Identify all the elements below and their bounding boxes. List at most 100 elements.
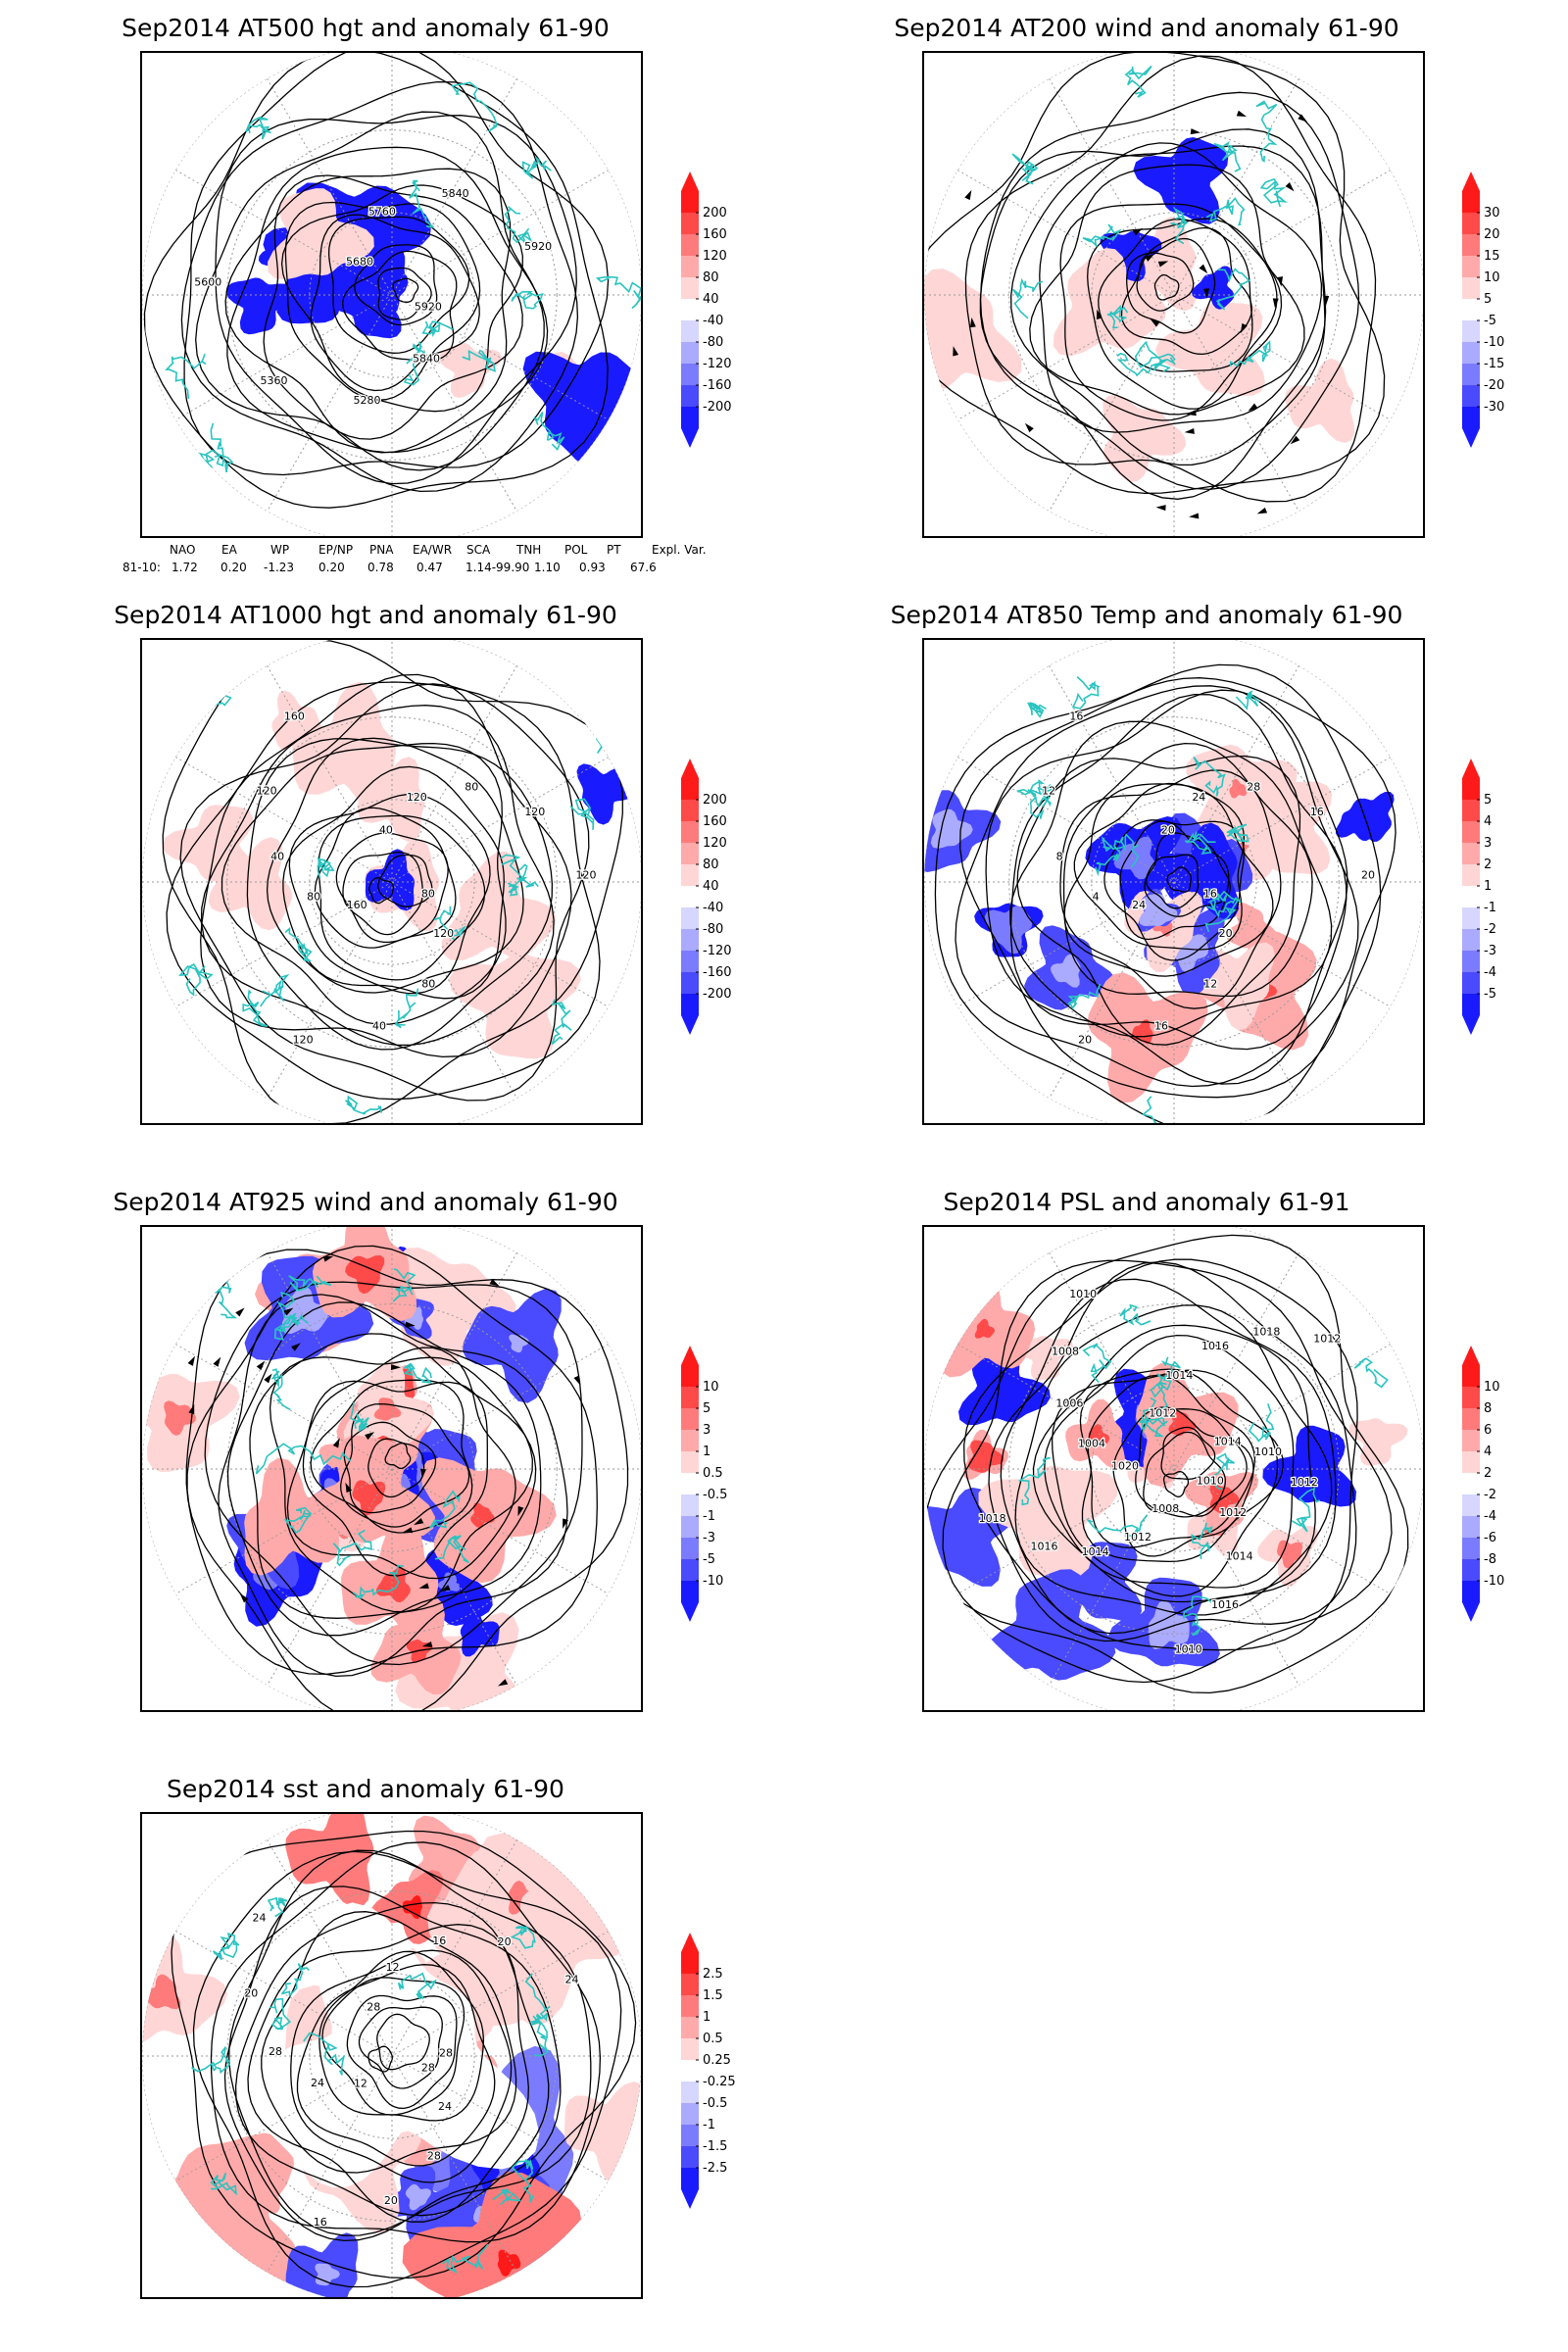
contour-line	[1160, 1426, 1216, 1480]
colorbar-bottom-arrow	[1462, 1602, 1480, 1622]
contour-line	[1119, 820, 1230, 941]
colorbar-tick-label: 15	[1484, 249, 1500, 264]
colorbar-tick-label: -0.5	[703, 1488, 727, 1502]
contour-label: 5360	[261, 374, 288, 387]
streamline	[368, 1438, 425, 1498]
index-value: 1.14-99.90	[466, 561, 530, 574]
contour-line	[955, 685, 1359, 1088]
wind-direction-arrow	[390, 1364, 402, 1371]
contour-line	[1000, 1278, 1337, 1635]
contour-line	[376, 2013, 430, 2071]
coastline	[1015, 779, 1053, 808]
coastline	[1011, 153, 1039, 185]
contour-line	[143, 53, 609, 509]
colorbar-tick-label: -1	[703, 1509, 715, 1524]
colorbar-tick-label: -10	[1484, 335, 1504, 350]
wind-direction-arrow	[256, 1360, 266, 1371]
polar-map: 16 20 12 16 20 24 4 8 12 16 20 24 28 16 20	[924, 640, 1423, 1123]
contour-label: 120	[293, 1034, 314, 1047]
coastline	[533, 412, 565, 451]
wind-direction-arrow	[291, 1343, 301, 1351]
colorbar-segment	[681, 1581, 699, 1602]
wind-direction-arrow	[283, 1307, 294, 1316]
colorbar-bottom-arrow	[681, 1602, 699, 1622]
colorbar-segment	[1462, 342, 1480, 364]
indices-values-row: 81-10: 1.72 0.20 -1.23 0.20 0.78 0.47 1.14-99.9…	[122, 561, 730, 578]
contour-line	[985, 689, 1348, 1085]
colorbar-bottom-arrow	[681, 2189, 699, 2209]
colorbar-tick-label: 160	[703, 227, 727, 242]
colorbar-tick-label: -0.25	[703, 2075, 736, 2089]
contour-label: 4	[1093, 891, 1100, 904]
colorbar-segment	[681, 1952, 699, 1974]
contour-line	[310, 214, 480, 392]
polar-map: 5920 5840 5280 5360 5600 5680 5760 5840 5920	[142, 53, 641, 536]
wind-direction-arrow	[418, 1583, 429, 1590]
contour-line	[1112, 1406, 1254, 1557]
colorbar-segment	[681, 972, 699, 994]
coastline	[451, 81, 499, 132]
coastline	[284, 926, 313, 962]
contour-line	[280, 184, 523, 413]
wind-direction-arrow	[414, 1517, 424, 1526]
contour-label: 20	[244, 1986, 258, 1999]
panel-title: Sep2014 sst and anomaly 61-90	[167, 1775, 564, 1803]
contour-line	[166, 681, 601, 1101]
coastline	[242, 989, 269, 1027]
contour-line	[318, 1950, 484, 2122]
wind-direction-arrow	[402, 1527, 414, 1534]
coastline	[1191, 1522, 1213, 1559]
contour-label: 1014	[1214, 1436, 1242, 1448]
colorbar-tick-label: 40	[703, 292, 719, 307]
colorbar-tick-label: -20	[1484, 378, 1504, 393]
streamline	[249, 1333, 537, 1619]
map-at1000: 80 120 80 40 120 160 80 40 120 160 40 120 80 120 120	[140, 638, 643, 1125]
contour-label: 5920	[415, 301, 442, 314]
contour-line	[924, 1234, 1409, 1694]
colorbar-segment	[1462, 821, 1480, 843]
negative-anomaly-core	[930, 808, 973, 849]
contour-line	[314, 807, 457, 949]
colorbar-segment	[681, 1995, 699, 2017]
index-header: PT	[607, 543, 621, 557]
meridian-line	[174, 170, 610, 420]
streamline	[185, 1249, 629, 1710]
contour-line	[1014, 1304, 1333, 1616]
colorbar-segment	[1462, 972, 1480, 994]
coastline	[507, 863, 528, 897]
index-value: 1.72	[172, 561, 198, 574]
coastline	[165, 353, 207, 400]
colorbar-segment	[681, 778, 699, 800]
contour-label: 16	[314, 2216, 327, 2229]
colorbar-segment	[681, 2017, 699, 2038]
positive-anomaly-area	[1155, 302, 1265, 396]
colorbar-segment	[681, 1494, 699, 1516]
contour-label: 120	[433, 927, 454, 940]
coastline	[350, 1401, 369, 1433]
coastline	[1183, 1595, 1213, 1637]
positive-anomaly-area	[1053, 248, 1167, 357]
coastline	[1106, 304, 1129, 329]
colorbar-segment	[1462, 1494, 1480, 1516]
wind-direction-arrow	[1157, 261, 1169, 268]
contour-line	[1059, 769, 1282, 1009]
contour-line	[282, 765, 505, 1000]
coastline	[403, 341, 426, 386]
contour-label: 1012	[1124, 1531, 1152, 1544]
coastline	[397, 1972, 437, 2000]
contour-line	[234, 1901, 550, 2217]
colorbar-tick-label: -80	[703, 335, 723, 350]
contour-label: 5280	[354, 394, 381, 407]
colorbar-tick-label: -10	[703, 1574, 723, 1589]
contour-label: 1004	[1078, 1437, 1105, 1449]
colorbar-segment	[1462, 299, 1480, 320]
wind-direction-arrow	[1132, 227, 1144, 236]
coastline	[512, 2158, 534, 2203]
wind-direction-arrow	[1323, 295, 1330, 306]
contour-line	[346, 1994, 458, 2110]
streamline	[340, 1402, 470, 1528]
colorbar-segment	[681, 1974, 699, 1995]
coastline	[1215, 268, 1250, 311]
colorbar-tick-label: -5	[1484, 987, 1496, 1002]
contour-label: 5760	[368, 206, 396, 219]
